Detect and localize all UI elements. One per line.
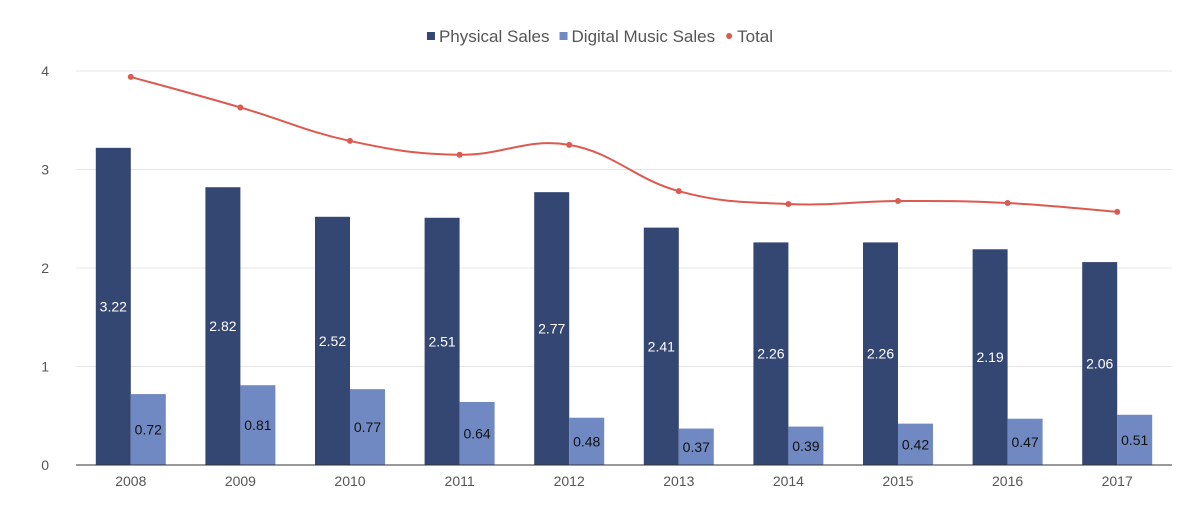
bar-physical-sales <box>534 192 570 465</box>
x-tick-label: 2008 <box>115 473 146 489</box>
data-label-digital-music-sales: 0.42 <box>902 436 929 452</box>
y-axis: 0 1 2 3 4 <box>41 63 49 473</box>
bar-physical-sales <box>643 227 679 465</box>
bar-physical-sales <box>863 242 898 465</box>
total-point <box>237 104 244 111</box>
x-tick-label: 2009 <box>225 473 256 489</box>
bar-digital-music-sales <box>240 385 276 465</box>
data-label-physical-sales: 2.77 <box>538 321 565 337</box>
x-tick-label: 2016 <box>992 473 1023 489</box>
bar-digital-music-sales <box>350 389 385 465</box>
bar-physical-sales <box>205 187 241 466</box>
data-label-physical-sales: 2.41 <box>648 338 675 354</box>
bar-digital-music-sales <box>788 426 824 465</box>
data-label-physical-sales: 2.06 <box>1086 356 1113 372</box>
bar-physical-sales <box>315 216 350 465</box>
bars <box>95 147 1153 466</box>
data-label-digital-music-sales: 0.77 <box>354 419 381 435</box>
bar-physical-sales <box>753 242 789 465</box>
data-label-physical-sales: 3.22 <box>100 298 127 314</box>
data-label-digital-music-sales: 0.48 <box>573 433 600 449</box>
bar-physical-sales <box>972 249 1008 465</box>
total-point <box>456 151 463 158</box>
legend-marker-physical-sales <box>426 32 435 40</box>
bar-physical-sales <box>95 147 131 465</box>
data-label-physical-sales: 2.52 <box>319 333 346 349</box>
total-point <box>895 198 901 205</box>
total-point <box>1004 199 1011 206</box>
bar-digital-music-sales <box>1117 414 1153 465</box>
total-point <box>785 200 792 207</box>
data-label-digital-music-sales: 0.39 <box>792 438 819 454</box>
data-label-physical-sales: 2.82 <box>209 318 236 334</box>
total-point <box>127 73 134 80</box>
bar-digital-music-sales <box>678 428 714 465</box>
x-tick-label: 2013 <box>663 473 694 489</box>
x-tick-label: 2015 <box>882 473 913 489</box>
total-point <box>347 137 353 144</box>
total-line <box>127 73 1121 215</box>
y-tick-label: 4 <box>41 63 49 79</box>
data-label-digital-music-sales: 0.72 <box>135 422 162 438</box>
bar-physical-sales <box>424 217 460 465</box>
data-label-physical-sales: 2.51 <box>428 333 455 349</box>
bar-digital-music-sales <box>898 423 933 465</box>
data-label-digital-music-sales: 0.81 <box>244 417 271 433</box>
x-tick-label: 2017 <box>1102 473 1133 489</box>
data-label-digital-music-sales: 0.64 <box>463 425 490 441</box>
bar-digital-music-sales <box>130 394 166 465</box>
data-label-physical-sales: 2.26 <box>757 346 784 362</box>
bar-labels: 3.22 0.72 2.82 0.81 2.52 0.77 2.51 0.64 2.77 0.48… <box>100 298 1149 454</box>
y-tick-label: 1 <box>41 359 49 375</box>
legend-label: Total <box>737 27 773 46</box>
data-label-digital-music-sales: 0.51 <box>1121 432 1148 448</box>
total-point <box>675 188 682 195</box>
y-tick-label: 2 <box>41 260 49 276</box>
total-point <box>1114 208 1121 215</box>
total-point <box>566 141 573 148</box>
legend-marker-total <box>726 33 733 39</box>
x-tick-label: 2014 <box>773 473 804 489</box>
legend-label: Physical Sales <box>439 27 550 46</box>
x-tick-label: 2012 <box>554 473 585 489</box>
data-label-digital-music-sales: 0.47 <box>1011 434 1038 450</box>
data-label-digital-music-sales: 0.37 <box>683 439 710 455</box>
bar-physical-sales <box>1082 262 1118 465</box>
data-label-physical-sales: 2.26 <box>867 346 894 362</box>
legend-marker-digital-music-sales <box>559 32 568 40</box>
total-line-path <box>130 75 1118 213</box>
bar-digital-music-sales <box>459 401 495 465</box>
x-tick-label: 2010 <box>334 473 365 489</box>
data-label-physical-sales: 2.19 <box>976 349 1003 365</box>
x-axis: 2008 2009 2010 2011 2012 2013 2014 2015 2016 2017 <box>76 464 1172 489</box>
legend: Physical Sales Digital Music Sales Total <box>426 27 773 46</box>
y-tick-label: 3 <box>41 162 49 178</box>
x-tick-label: 2011 <box>445 473 475 489</box>
bar-digital-music-sales <box>569 417 605 465</box>
legend-label: Digital Music Sales <box>572 27 716 46</box>
y-tick-label: 0 <box>41 457 49 473</box>
bar-digital-music-sales <box>1007 418 1043 465</box>
